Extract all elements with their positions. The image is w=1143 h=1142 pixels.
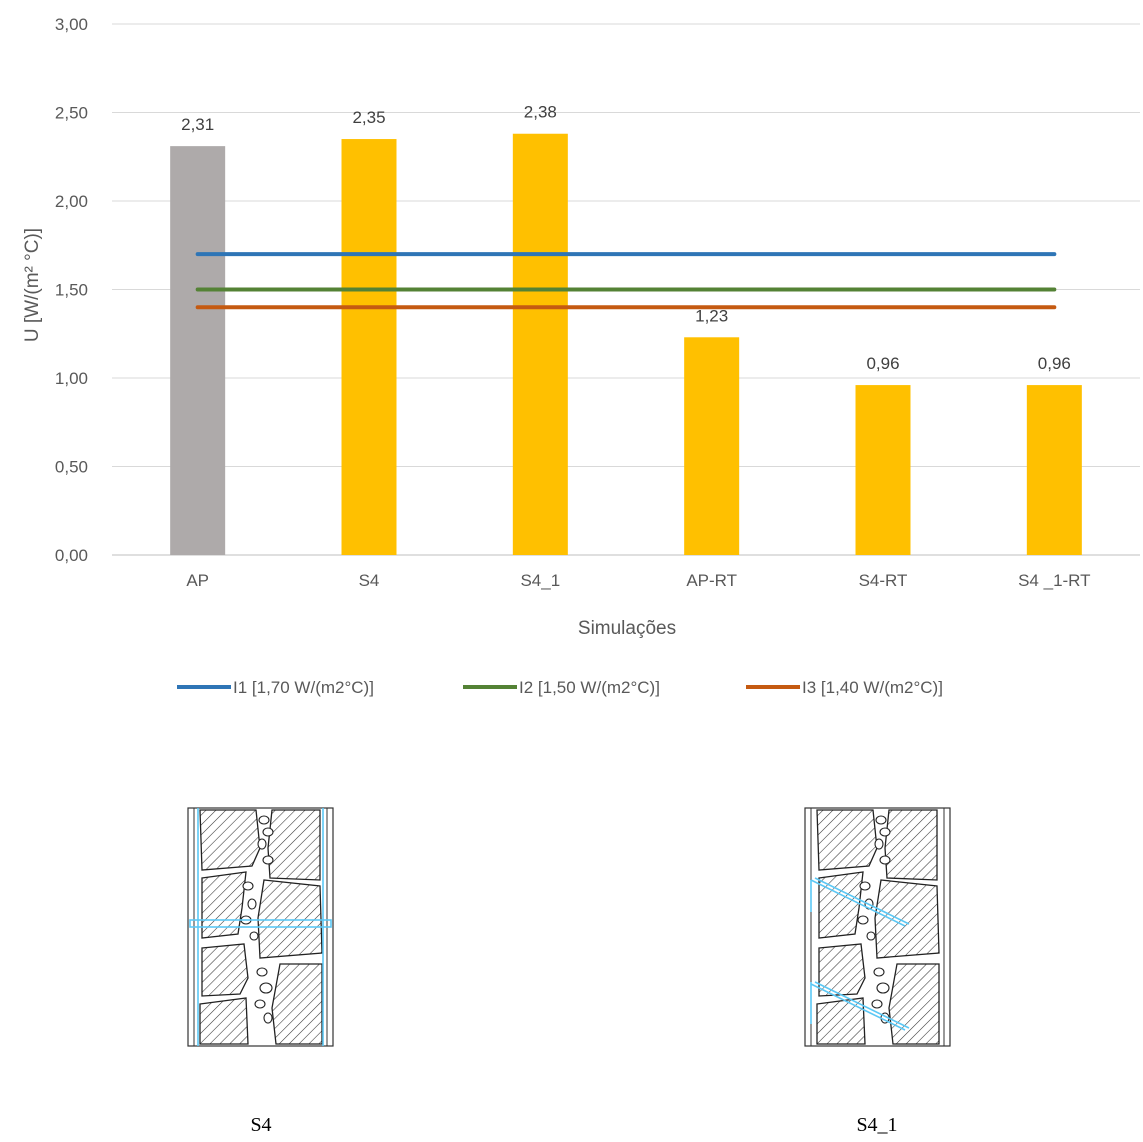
rubble-stone [874, 838, 884, 850]
x-tick-label: AP [186, 571, 209, 590]
rubble-stone [873, 967, 885, 977]
stone-block [199, 997, 249, 1045]
y-tick-labels: 0,00 0,50 1,00 1,50 2,00 2,50 3,00 [55, 15, 88, 565]
stone-block [271, 963, 323, 1045]
rubble-stone [879, 827, 891, 837]
rubble-stone [866, 931, 876, 941]
bar [1026, 385, 1082, 555]
y-axis-title: U [W/(m² °C)] [22, 228, 43, 342]
inclined-anchor [814, 877, 910, 925]
rubble-stone [263, 1012, 273, 1024]
rubble-stone [871, 999, 883, 1009]
y-tick-label: 2,00 [55, 192, 88, 211]
data-labels: 2,31 2,35 2,38 1,23 0,96 0,96 [181, 103, 1071, 373]
x-tick-labels: AP S4 S4_1 AP-RT S4-RT S4 _1-RT [186, 571, 1090, 590]
y-tick-label: 0,50 [55, 458, 88, 477]
rubble-stone [247, 898, 257, 910]
stone-block [884, 809, 938, 881]
rubble-stone [857, 915, 869, 925]
rubble-stone [859, 881, 871, 891]
x-tick-label: S4-RT [859, 571, 908, 590]
bar [855, 385, 911, 555]
stone-block [267, 809, 321, 881]
rubble-stone [257, 838, 267, 850]
data-label: 2,31 [181, 115, 214, 134]
y-tick-label: 1,00 [55, 369, 88, 388]
legend-label: I1 [1,70 W/(m2°C)] [233, 678, 374, 697]
rubble-stone [249, 931, 259, 941]
figure-caption-s4-1: S4_1 [856, 1114, 897, 1136]
rubble-stone [875, 815, 887, 825]
y-tick-label: 0,00 [55, 546, 88, 565]
stone-block [888, 963, 940, 1045]
rubble-stone [256, 967, 268, 977]
figure-caption-s4: S4 [250, 1114, 271, 1136]
stone-block [199, 809, 261, 871]
stone-block [257, 879, 323, 959]
reference-lines [195, 252, 1057, 310]
rubble-stone [258, 815, 270, 825]
legend: I1 [1,70 W/(m2°C)] I2 [1,50 W/(m2°C)] I3 [… [177, 678, 943, 697]
stone-block [874, 879, 940, 959]
inclined-anchor [814, 981, 910, 1029]
bar [512, 133, 568, 556]
rubble-stone [259, 982, 273, 994]
legend-label: I3 [1,40 W/(m2°C)] [802, 678, 943, 697]
rubble-stone [262, 827, 274, 837]
bar [684, 337, 740, 555]
stone-block [818, 871, 864, 939]
rubble-stone [879, 855, 891, 865]
rubble-stone [254, 999, 266, 1009]
tie-rod [189, 919, 332, 928]
rubble-stone [242, 881, 254, 891]
bar [170, 146, 226, 555]
stone-block [816, 997, 866, 1045]
x-tick-label: S4 _1-RT [1018, 571, 1090, 590]
x-tick-label: S4 [359, 571, 380, 590]
data-label: 2,35 [352, 108, 385, 127]
wall-section-s4-1 [804, 807, 951, 1047]
bars [170, 133, 1082, 556]
rubble-stone [262, 855, 274, 865]
x-axis-title: Simulações [578, 618, 676, 639]
legend-label: I2 [1,50 W/(m2°C)] [519, 678, 660, 697]
wall-section-s4 [187, 807, 334, 1047]
data-label: 0,96 [1038, 354, 1071, 373]
stone-block [816, 809, 878, 871]
data-label: 0,96 [866, 354, 899, 373]
bar [341, 139, 397, 556]
data-label: 1,23 [695, 306, 728, 325]
x-tick-label: S4_1 [520, 571, 560, 590]
y-tick-label: 1,50 [55, 281, 88, 300]
inclined-anchor [810, 983, 906, 1031]
inclined-anchor [810, 879, 906, 927]
y-tick-label: 2,50 [55, 104, 88, 123]
stone-block [201, 871, 247, 939]
y-tick-label: 3,00 [55, 15, 88, 34]
x-tick-label: AP-RT [686, 571, 737, 590]
data-label: 2,38 [524, 103, 557, 122]
rubble-stone [876, 982, 890, 994]
stone-block [201, 943, 249, 997]
